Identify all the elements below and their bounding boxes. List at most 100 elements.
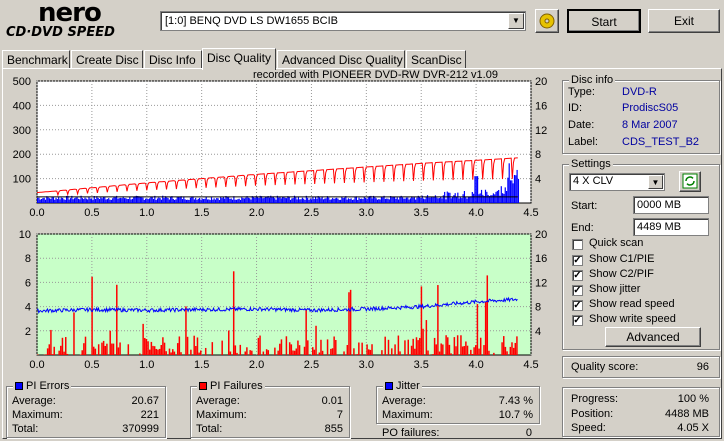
pif-bar [232,271,235,355]
id-label: ID: [568,102,583,114]
pie-bar [254,197,256,203]
tab-create-disc[interactable]: Create Disc [71,50,143,69]
pie-bar [293,195,296,203]
pie-bar [434,195,437,203]
pie-bar [179,197,181,203]
show-read-speed-checkbox[interactable]: ✓ [572,300,583,311]
pi-failures-title: PI Failures [197,380,265,392]
tab-advanced-disc-quality[interactable]: Advanced Disc Quality [277,50,405,69]
pie-bar [229,198,231,203]
pie-bar [333,198,335,203]
pif-bar [358,342,360,355]
pif-bar [288,342,291,355]
pie-bar [372,195,375,203]
pie-bar [258,198,260,203]
pif-bar [432,354,434,355]
advanced-button[interactable]: Advanced [605,327,701,347]
pif-avg-label: Average: [196,395,240,407]
pie-bar [76,197,78,203]
pie-bar [118,198,120,203]
pif-bar [307,340,309,355]
pif-bar [200,350,202,355]
pie-bar [87,199,89,203]
pie-bar [484,189,487,203]
jitter-avg-value: 7.43 % [498,395,533,407]
pif-bar [158,348,161,355]
pif-bar [257,337,260,355]
pif-bar [221,340,223,355]
pif-bar [73,312,75,355]
pie-bar [517,178,520,203]
speed-select-value: 4 X CLV [573,175,614,187]
pie-bar [226,196,228,203]
progress-label: Progress: [571,393,619,405]
recorded-with-label: recorded with PIONEER DVD-RW DVR-212 v1.… [253,69,498,81]
show-read-speed-label: Show read speed [589,298,675,310]
pif-bar [170,352,172,355]
start-button[interactable]: Start [567,9,641,33]
show-pif-checkbox[interactable]: ✓ [572,270,583,281]
pif-bar [415,337,418,355]
end-input[interactable]: 4489 MB [633,218,709,236]
pie-bar [401,197,404,203]
pie-bar [63,199,65,203]
pie-bar [79,199,81,203]
exit-button[interactable]: Exit [648,9,720,33]
show-write-speed-checkbox[interactable]: ✓ [572,315,583,326]
pie-bar [297,197,300,203]
pif-bars [37,271,518,355]
pif-bar [367,349,370,355]
pif-bar [239,344,242,355]
pie-bar [478,194,480,203]
pie-bar [202,199,205,203]
pif-bar [176,343,179,355]
start-input[interactable]: 0000 MB [633,196,709,214]
pie-bar [317,196,319,203]
pie-bar [353,199,355,203]
tab-disc-quality[interactable]: Disc Quality [202,48,276,70]
pie-bar [425,196,427,203]
show-jitter-checkbox[interactable]: ✓ [572,285,583,296]
pif-bar [447,337,449,355]
refresh-button[interactable] [679,171,701,192]
pif-bar [465,341,467,355]
show-pie-checkbox[interactable]: ✓ [572,255,583,266]
chevron-down-icon[interactable]: ▼ [508,13,524,29]
pif-bar [186,336,189,355]
eject-button[interactable] [535,9,559,33]
disc-refresh-icon [539,13,555,29]
start-label: Start: [571,200,598,212]
pie-bar [444,191,446,203]
pie-bar [225,195,227,203]
pie-bar [326,196,329,203]
pie-bar [391,197,393,203]
pie-bar [110,199,112,203]
pif-bar [61,337,64,355]
pif-bar [293,350,296,355]
pie-bar [473,193,475,203]
pie-bar [181,199,184,203]
y-right-tick-label: 4 [535,174,541,186]
chevron-down-icon[interactable]: ▼ [648,175,663,189]
pie-bar [334,198,336,203]
speed-select[interactable]: 4 X CLV ▼ [569,173,665,191]
pif-bar [348,292,350,355]
pie-bar [40,199,43,203]
tab-benchmark[interactable]: Benchmark [2,50,70,69]
quick-scan-checkbox[interactable] [572,239,583,250]
pie-bar [116,195,118,203]
pie-bar [216,197,218,203]
pif-bar [509,346,512,355]
pif-bar [112,343,115,355]
drive-select[interactable]: [1:0] BENQ DVD LS DW1655 BCIB ▼ [160,11,526,31]
pie-bar [380,196,383,203]
tab-disc-info[interactable]: Disc Info [144,50,202,69]
pie-bar [417,195,419,203]
pie-bar [135,195,137,203]
pie-bar [384,198,386,203]
show-pif-label: Show C2/PIF [589,268,654,280]
pif-bar [144,337,146,355]
pie-bar [405,197,408,203]
tab-scandisc[interactable]: ScanDisc [406,50,466,69]
pif-bar [45,354,47,355]
